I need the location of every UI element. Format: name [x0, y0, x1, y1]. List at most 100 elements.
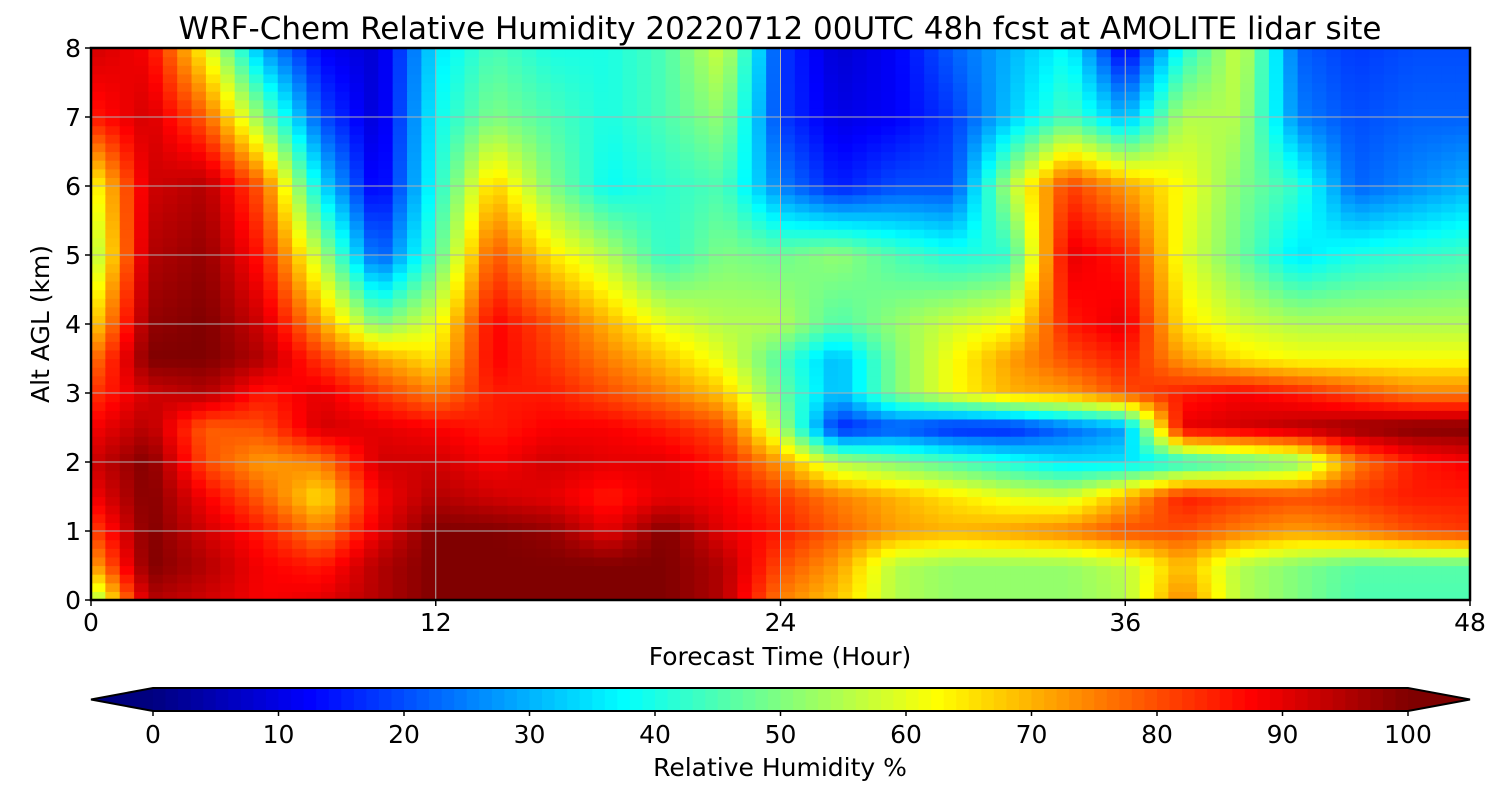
- heatmap-cell: [421, 194, 437, 204]
- heatmap-cell: [249, 470, 264, 480]
- heatmap-cell: [1297, 453, 1313, 463]
- heatmap-cell: [292, 229, 308, 239]
- heatmap-cell: [1254, 591, 1270, 601]
- heatmap-cell: [1211, 539, 1227, 549]
- heatmap-cell: [895, 151, 911, 161]
- heatmap-cell: [622, 280, 638, 291]
- heatmap-cell: [1053, 436, 1069, 446]
- heatmap-cell: [1297, 177, 1313, 187]
- heatmap-cell: [1398, 531, 1414, 541]
- heatmap-cell: [1268, 418, 1284, 429]
- heatmap-cell: [493, 349, 509, 360]
- heatmap-cell: [1297, 211, 1313, 222]
- heatmap-cell: [1225, 246, 1241, 256]
- heatmap-cell: [407, 341, 422, 351]
- heatmap-cell: [392, 591, 408, 601]
- heatmap-cell: [665, 220, 681, 230]
- heatmap-cell: [651, 436, 667, 446]
- heatmap-cell: [335, 401, 351, 411]
- heatmap-cell: [234, 453, 250, 463]
- heatmap-cell: [1254, 289, 1270, 299]
- heatmap-cell: [378, 479, 394, 489]
- heatmap-cell: [521, 324, 537, 334]
- heatmap-cell: [651, 220, 667, 230]
- heatmap-cell: [392, 565, 408, 575]
- heatmap-cell: [679, 367, 695, 377]
- heatmap-cell: [881, 444, 897, 454]
- heatmap-cell: [622, 367, 638, 377]
- heatmap-cell: [1240, 220, 1256, 230]
- heatmap-cell: [952, 151, 968, 161]
- heatmap-cell: [1426, 306, 1442, 316]
- heatmap-cell: [651, 418, 667, 429]
- heatmap-cell: [866, 280, 882, 291]
- heatmap-cell: [292, 220, 308, 230]
- heatmap-cell: [679, 418, 695, 429]
- heatmap-cell: [665, 160, 681, 170]
- heatmap-cell: [938, 565, 954, 575]
- heatmap-cell: [148, 194, 164, 204]
- heatmap-cell: [234, 324, 250, 334]
- heatmap-cell: [392, 410, 408, 420]
- heatmap-cell: [622, 298, 638, 308]
- heatmap-cell: [119, 418, 135, 429]
- heatmap-cell: [478, 479, 494, 489]
- heatmap-cell: [320, 444, 336, 454]
- heatmap-cell: [938, 255, 954, 265]
- heatmap-cell: [464, 151, 480, 161]
- heatmap-cell: [421, 237, 437, 247]
- heatmap-cell: [852, 315, 868, 325]
- heatmap-cell: [938, 384, 954, 394]
- heatmap-cell: [981, 565, 997, 575]
- heatmap-cell: [91, 211, 106, 222]
- heatmap-cell: [967, 582, 983, 592]
- heatmap-cell: [1240, 539, 1256, 549]
- heatmap-cell: [421, 160, 437, 170]
- heatmap-cell: [148, 401, 164, 411]
- heatmap-cell: [1010, 505, 1026, 515]
- heatmap-cell: [1455, 298, 1471, 308]
- heatmap-cell: [679, 229, 695, 239]
- heatmap-cell: [981, 168, 997, 178]
- heatmap-cell: [1067, 211, 1083, 222]
- heatmap-cell: [1340, 444, 1356, 454]
- heatmap-cell: [349, 160, 365, 170]
- heatmap-cell: [148, 186, 164, 196]
- heatmap-cell: [1053, 375, 1069, 385]
- heatmap-cell: [751, 194, 767, 204]
- heatmap-cell: [162, 479, 178, 489]
- heatmap-cell: [1010, 410, 1026, 420]
- heatmap-cell: [1254, 246, 1270, 256]
- heatmap-cell: [622, 531, 638, 541]
- heatmap-cell: [335, 220, 351, 230]
- heatmap-cell: [679, 505, 695, 515]
- heatmap-cell: [780, 522, 796, 532]
- heatmap-cell: [105, 349, 121, 360]
- heatmap-cell: [177, 427, 193, 437]
- heatmap-cell: [1311, 410, 1327, 420]
- heatmap-cell: [1398, 203, 1414, 213]
- heatmap-cell: [694, 574, 710, 584]
- heatmap-cell: [708, 470, 724, 480]
- heatmap-cell: [234, 289, 250, 299]
- heatmap-cell: [205, 177, 221, 187]
- heatmap-cell: [1211, 220, 1227, 230]
- heatmap-cell: [220, 556, 236, 567]
- heatmap-cell: [1211, 324, 1227, 334]
- heatmap-cell: [751, 211, 767, 222]
- heatmap-cell: [277, 418, 293, 429]
- heatmap-cell: [694, 401, 710, 411]
- heatmap-cell: [866, 186, 882, 196]
- heatmap-cell: [1426, 531, 1442, 541]
- heatmap-cell: [1110, 427, 1126, 437]
- heatmap-cell: [277, 444, 293, 454]
- heatmap-cell: [622, 556, 638, 567]
- heatmap-cell: [1082, 410, 1098, 420]
- heatmap-cell: [1168, 229, 1184, 239]
- heatmap-cell: [378, 384, 394, 394]
- heatmap-cell: [1211, 263, 1227, 273]
- heatmap-cell: [1125, 255, 1141, 265]
- heatmap-cell: [622, 401, 638, 411]
- heatmap-cell: [823, 263, 839, 273]
- heatmap-cell: [1153, 220, 1169, 230]
